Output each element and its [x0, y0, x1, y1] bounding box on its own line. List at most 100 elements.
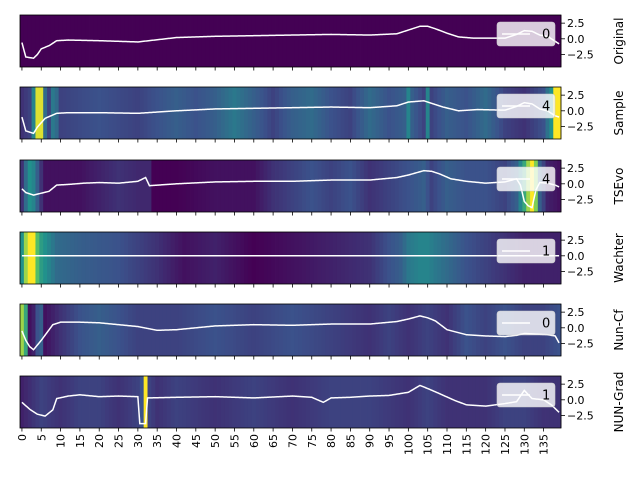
heatmap-cell: [418, 87, 423, 139]
heatmap-cell: [251, 304, 257, 356]
heatmap-cell: [321, 304, 326, 356]
heatmap-cell: [294, 232, 299, 284]
heatmap-cell: [101, 304, 106, 356]
heatmap-cell: [290, 87, 295, 139]
heatmap-cell: [77, 160, 83, 212]
heatmap-cell: [390, 232, 396, 284]
y-axis-label: Wachter: [612, 233, 626, 283]
heatmap-cell: [193, 232, 199, 284]
heatmap-cell: [135, 232, 141, 284]
heatmap-cell: [360, 160, 365, 212]
heatmap-cell: [352, 15, 357, 67]
heatmap-cell: [236, 87, 241, 139]
heatmap-cell: [356, 232, 361, 284]
heatmap-cell: [155, 15, 160, 67]
heatmap-cell: [414, 304, 419, 356]
heatmap-cell: [294, 15, 299, 67]
heatmap-cell: [406, 160, 411, 212]
heatmap-cell: [344, 15, 349, 67]
heatmap-cell: [244, 232, 249, 284]
heatmap-cell: [209, 160, 214, 212]
heatmap-cell: [186, 160, 191, 212]
legend-label: 4: [542, 173, 550, 188]
heatmap-cell: [278, 87, 284, 139]
heatmap-cell: [464, 304, 469, 356]
heatmap-cell: [367, 87, 373, 139]
heatmap-cell: [132, 376, 137, 428]
heatmap-cell: [421, 160, 427, 212]
heatmap-cell: [429, 304, 434, 356]
heatmap-cell: [456, 160, 461, 212]
heatmap-cell: [402, 160, 407, 212]
heatmap-cell: [278, 160, 284, 212]
heatmap-cell: [147, 232, 152, 284]
heatmap-cell: [425, 304, 431, 356]
heatmap-cell: [120, 232, 125, 284]
heatmap-cell: [247, 160, 253, 212]
heatmap-cell: [224, 87, 230, 139]
heatmap-cell: [290, 376, 295, 428]
heatmap-cell: [437, 376, 442, 428]
heatmap-cell: [186, 376, 191, 428]
heatmap-cell: [112, 232, 117, 284]
heatmap-cell: [479, 160, 485, 212]
heatmap-cell: [445, 160, 450, 212]
heatmap-cell: [166, 87, 172, 139]
heatmap-cell: [344, 376, 349, 428]
heatmap-cell: [410, 160, 415, 212]
heatmap-cell: [325, 232, 330, 284]
heatmap-cell: [557, 376, 562, 428]
heatmap-cell: [360, 304, 365, 356]
heatmap-cell: [197, 160, 203, 212]
heatmap-cell: [472, 304, 477, 356]
heatmap-cell: [317, 15, 322, 67]
heatmap-cell: [217, 87, 222, 139]
heatmap-cell: [54, 160, 60, 212]
panel-3: 1 2.5 0.0 −2.5 Wachter: [19, 231, 626, 288]
heatmap-cell: [429, 376, 434, 428]
y-tick-label: 2.5: [567, 89, 585, 102]
legend-label: 1: [542, 245, 550, 260]
heatmap-cell: [124, 304, 129, 356]
heatmap-cell: [135, 160, 141, 212]
heatmap-cell: [47, 376, 52, 428]
y-tick-label: 2.5: [567, 306, 585, 319]
heatmap-cell: [340, 160, 345, 212]
heatmap-cell: [406, 376, 411, 428]
y-tick-label: −2.5: [567, 409, 594, 422]
heatmap-cell: [89, 304, 94, 356]
heatmap-cell: [491, 87, 496, 139]
heatmap-cell: [251, 15, 257, 67]
heatmap-cell: [112, 160, 117, 212]
heatmap-cell: [193, 304, 199, 356]
heatmap-cell: [31, 87, 36, 139]
heatmap-cell: [128, 376, 133, 428]
heatmap-cell: [348, 15, 353, 67]
y-tick-label: −2.5: [567, 48, 594, 61]
heatmap-cell: [124, 376, 129, 428]
heatmap-cell: [483, 87, 488, 139]
heatmap-cell: [468, 304, 473, 356]
heatmap-cell: [479, 87, 485, 139]
heatmap-cell: [456, 15, 461, 67]
x-tick-label: 25: [113, 434, 126, 448]
x-tick-label: 60: [248, 434, 261, 448]
heatmap-cell: [340, 15, 345, 67]
heatmap-cell: [66, 304, 71, 356]
heatmap-cell: [472, 376, 477, 428]
heatmap-cell: [437, 232, 442, 284]
heatmap-cell: [487, 304, 492, 356]
heatmap-cell: [27, 160, 32, 212]
heatmap-cell: [468, 376, 473, 428]
heatmap-cell: [85, 232, 90, 284]
heatmap-cell: [77, 376, 83, 428]
heatmap-cell: [244, 87, 249, 139]
heatmap-cell: [479, 304, 485, 356]
heatmap-cell: [487, 376, 492, 428]
heatmap-cell: [410, 15, 415, 67]
heatmap-cell: [220, 87, 226, 139]
heatmap-cell: [174, 376, 179, 428]
heatmap-cell: [321, 87, 326, 139]
heatmap-cell: [190, 232, 195, 284]
heatmap-cell: [220, 15, 226, 67]
